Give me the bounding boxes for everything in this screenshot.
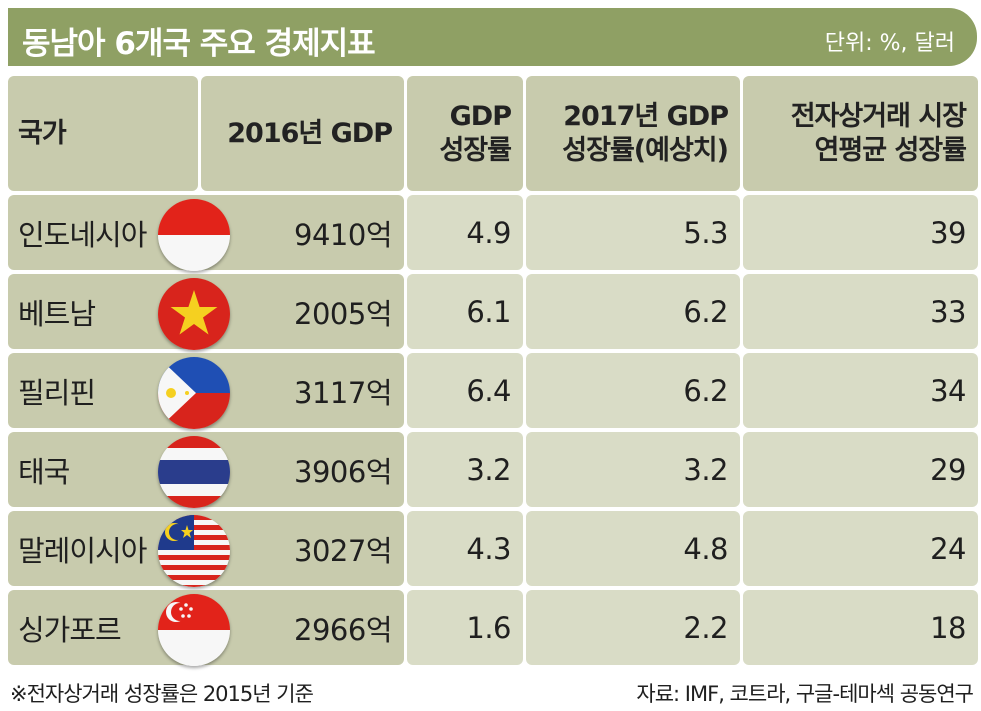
ecommerce-growth-value: 24 <box>930 531 966 566</box>
table-row-country: 말레이시아 <box>8 511 404 587</box>
table-row-country: 필리핀 <box>8 353 404 429</box>
ecommerce-growth-cell: 39 <box>743 195 978 270</box>
gdp-2016-cell: 2966억 <box>201 590 404 665</box>
table-row-country: 베트남 <box>8 274 404 350</box>
gdp-growth-cell: 1.6 <box>407 590 523 665</box>
ecommerce-growth-cell: 34 <box>743 353 978 428</box>
page-title: 동남아 6개국 주요 경제지표 <box>22 26 376 62</box>
header-gdp-growth-line1: GDP <box>449 100 512 132</box>
header-gdp-2016: 2016년 GDP <box>201 76 404 191</box>
gdp-growth-cell: 4.3 <box>407 511 523 586</box>
gdp-growth-cell: 6.4 <box>407 353 523 428</box>
header-gdp-growth: GDP 성장률 <box>407 76 523 191</box>
unit-label: 단위: %, 달러 <box>824 31 955 56</box>
gdp-growth-value: 1.6 <box>466 610 511 645</box>
table-row-country: 싱가포르 <box>8 590 404 666</box>
ecommerce-growth-cell: 29 <box>743 432 978 507</box>
vietnam-flag-icon <box>158 278 230 350</box>
gdp-growth-2017-cell: 2.2 <box>526 590 740 665</box>
gdp-growth-cell: 4.9 <box>407 195 523 270</box>
gdp-growth-2017-cell: 5.3 <box>526 195 740 270</box>
ecommerce-growth-value: 18 <box>930 610 966 645</box>
ecommerce-growth-value: 34 <box>930 373 966 408</box>
gdp-growth-2017-value: 3.2 <box>683 452 728 487</box>
table-row-country: 인도네시아 <box>8 195 404 271</box>
gdp-2016-value: 2005억 <box>294 296 392 331</box>
ecommerce-growth-cell: 18 <box>743 590 978 665</box>
gdp-growth-2017-cell: 3.2 <box>526 432 740 507</box>
gdp-growth-value: 6.4 <box>466 373 511 408</box>
gdp-2016-value: 9410억 <box>294 217 392 252</box>
header-gdp-growth-2017-line2: 성장률(예상치) <box>562 134 729 166</box>
gdp-2016-cell: 3117억 <box>201 353 404 428</box>
gdp-2016-cell: 3906억 <box>201 432 404 507</box>
gdp-2016-cell: 3027억 <box>201 511 404 586</box>
gdp-growth-value: 6.1 <box>466 294 511 329</box>
gdp-2016-value: 3117억 <box>294 375 392 410</box>
gdp-2016-value: 3906억 <box>294 454 392 489</box>
gdp-growth-value: 4.3 <box>466 531 511 566</box>
gdp-growth-value: 3.2 <box>466 452 511 487</box>
header-country: 국가 <box>8 76 198 191</box>
gdp-2016-cell: 2005억 <box>201 274 404 349</box>
country-name: 필리핀 <box>18 375 96 410</box>
ecommerce-growth-cell: 24 <box>743 511 978 586</box>
gdp-growth-2017-value: 6.2 <box>683 294 728 329</box>
country-name: 싱가포르 <box>18 612 122 647</box>
header-ecommerce-growth-line2: 연평균 성장률 <box>814 134 967 166</box>
footnote: ※전자상거래 성장률은 2015년 기준 <box>10 682 314 706</box>
gdp-growth-2017-cell: 6.2 <box>526 274 740 349</box>
header-gdp-growth-line2: 성장률 <box>439 134 512 166</box>
gdp-2016-cell: 9410억 <box>201 195 404 270</box>
header-gdp-growth-2017-line1: 2017년 GDP <box>563 100 729 132</box>
header-country-label: 국가 <box>18 117 67 149</box>
gdp-growth-2017-value: 4.8 <box>683 531 728 566</box>
header-ecommerce-growth: 전자상거래 시장 연평균 성장률 <box>743 76 978 191</box>
malaysia-flag-icon <box>158 515 230 587</box>
ecommerce-growth-value: 39 <box>930 215 966 250</box>
header-ecommerce-growth-line1: 전자상거래 시장 <box>790 100 967 132</box>
country-name: 인도네시아 <box>18 217 147 252</box>
ecommerce-growth-value: 33 <box>930 294 966 329</box>
ecommerce-growth-value: 29 <box>930 452 966 487</box>
gdp-2016-value: 2966억 <box>294 612 392 647</box>
gdp-2016-value: 3027억 <box>294 533 392 568</box>
country-name: 베트남 <box>18 296 96 331</box>
country-name: 말레이시아 <box>18 533 147 568</box>
gdp-growth-2017-value: 6.2 <box>683 373 728 408</box>
header-gdp-growth-2017: 2017년 GDP 성장률(예상치) <box>526 76 740 191</box>
table-row-country: 태국 <box>8 432 404 508</box>
gdp-growth-cell: 6.1 <box>407 274 523 349</box>
gdp-growth-cell: 3.2 <box>407 432 523 507</box>
gdp-growth-value: 4.9 <box>466 215 511 250</box>
title-bar: 동남아 6개국 주요 경제지표 단위: %, 달러 <box>8 8 977 66</box>
gdp-growth-2017-value: 2.2 <box>683 610 728 645</box>
gdp-growth-2017-cell: 4.8 <box>526 511 740 586</box>
gdp-growth-2017-cell: 6.2 <box>526 353 740 428</box>
source-credit: 자료: IMF, 코트라, 구글-테마섹 공동연구 <box>636 682 974 706</box>
country-name: 태국 <box>18 454 70 489</box>
ecommerce-growth-cell: 33 <box>743 274 978 349</box>
header-gdp-2016-label: 2016년 GDP <box>227 117 393 149</box>
gdp-growth-2017-value: 5.3 <box>683 215 728 250</box>
